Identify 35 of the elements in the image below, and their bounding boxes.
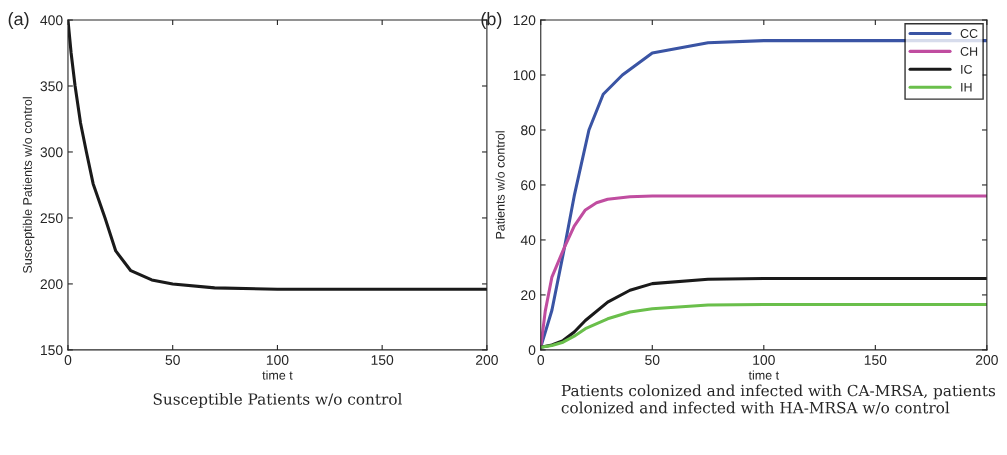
x-tick-label: 50: [645, 355, 660, 365]
annotation: (b): [481, 12, 502, 29]
x-tick-label: 0: [537, 355, 545, 365]
x-tick-label: 200: [975, 355, 998, 365]
y-axis-title: Susceptible Patients w/o control: [22, 97, 35, 273]
y-tick-label: 200: [40, 279, 63, 290]
y-tick-label: 150: [41, 345, 63, 356]
legend-label: CH: [960, 47, 978, 56]
y-tick-label: 120: [513, 15, 536, 26]
x-tick-label: 200: [476, 355, 498, 365]
text: Susceptible Patients w/o control: [153, 393, 402, 408]
y-tick-label: 250: [40, 213, 63, 224]
x-axis-title: time t: [748, 370, 779, 380]
y-tick-label: 60: [521, 180, 536, 191]
text: Patients colonized and infected with CA-MRSA, patients colonized and infected with HA-MRSA w/o control: [561, 384, 996, 415]
y-tick-label: 400: [40, 15, 63, 26]
y-tick-label: 80: [521, 125, 536, 136]
x-axis-title: time t: [262, 370, 293, 380]
y-axis-title: Patients w/o control: [495, 131, 505, 239]
y-tick-label: 300: [40, 147, 63, 158]
x-tick-label: 0: [64, 355, 72, 365]
y-tick-label: 0: [528, 345, 536, 356]
legend-label: IH: [961, 82, 972, 92]
x-tick-label: 150: [371, 355, 394, 365]
y-tick-label: 20: [521, 290, 536, 301]
x-tick-label: 100: [266, 355, 289, 365]
x-tick-label: 50: [165, 355, 180, 365]
legend-label: CC: [960, 29, 978, 38]
x-tick-label: 100: [753, 355, 775, 365]
y-tick-label: 350: [40, 81, 63, 92]
x-tick-label: 150: [864, 355, 887, 365]
y-tick-label: 100: [513, 70, 536, 81]
text: (a): [8, 12, 29, 29]
y-tick-label: 40: [520, 235, 536, 246]
legend-label: IC: [961, 64, 973, 74]
